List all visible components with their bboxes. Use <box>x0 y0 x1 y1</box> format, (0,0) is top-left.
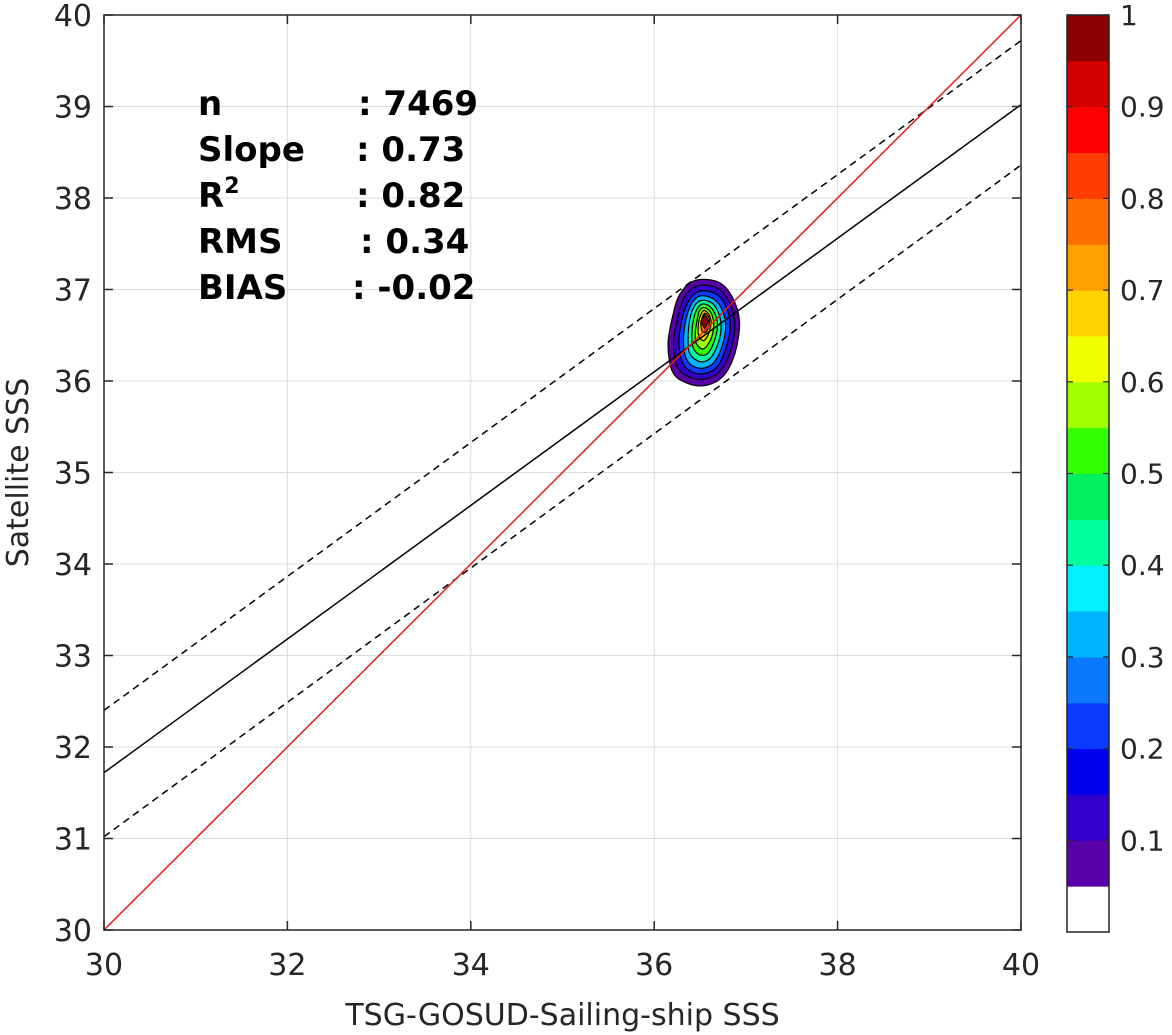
y-tick-label: 40 <box>54 0 92 34</box>
colorbar-segment <box>1067 244 1109 291</box>
colorbar-tick-label: 0.9 <box>1120 91 1165 124</box>
y-tick-label: 33 <box>54 640 92 675</box>
stat-label: BIAS <box>198 268 287 308</box>
y-tick-label: 30 <box>54 914 92 949</box>
stats-annotation: n : 7469 Slope : 0.73 R2 : 0.82 RMS : 0.34 BIAS:… <box>198 84 478 308</box>
colorbar-segment <box>1067 198 1109 245</box>
x-axis-label: TSG-GOSUD-Sailing-ship SSS <box>344 998 779 1033</box>
colorbar: 0.1 0.2 0.3 0.4 0.5 0.6 0.7 0.8 0.9 1 <box>1066 0 1165 933</box>
colorbar-segment <box>1067 565 1109 612</box>
colorbar-segment <box>1067 611 1109 658</box>
colorbar-tick-label: 1 <box>1120 0 1138 32</box>
colorbar-segment <box>1067 152 1109 199</box>
stat-value: : 7469 <box>358 84 478 124</box>
y-tick-label: 39 <box>54 91 92 126</box>
x-tick-label: 34 <box>452 948 490 983</box>
stat-label: R2 <box>198 174 240 216</box>
colorbar-tick-label: 0.7 <box>1120 274 1165 307</box>
colorbar-segment <box>1067 840 1109 887</box>
colorbar-tick-label: 0.1 <box>1120 824 1165 857</box>
colorbar-segment <box>1067 60 1109 108</box>
regression-line <box>103 104 1022 774</box>
colorbar-segment <box>1067 290 1109 337</box>
stat-label: n <box>198 84 222 124</box>
colorbar-segment <box>1067 519 1109 566</box>
x-tick-label: 36 <box>635 948 673 983</box>
colorbar-tick-label: 0.6 <box>1120 366 1165 399</box>
colorbar-segment <box>1067 656 1109 704</box>
y-tick-label: 36 <box>54 365 92 400</box>
y-tick-label: 32 <box>54 731 92 766</box>
stat-label: RMS <box>198 222 283 262</box>
colorbar-tick-label: 0.3 <box>1120 641 1165 674</box>
regression-lines <box>103 14 1022 931</box>
colorbar-tick-label: 0.8 <box>1120 182 1165 215</box>
y-axis-label: Satellite SSS <box>1 378 36 568</box>
x-tick-label: 38 <box>819 948 857 983</box>
regression-lower-line <box>103 164 1022 838</box>
y-tick-label: 37 <box>54 274 92 309</box>
stat-value: : 0.73 <box>356 130 465 170</box>
colorbar-segment <box>1067 335 1109 383</box>
stat-value: : 0.34 <box>360 222 469 262</box>
x-tick-label: 40 <box>1002 948 1040 983</box>
colorbar-tick-label: 0.2 <box>1120 733 1165 766</box>
colorbar-segment <box>1067 15 1109 62</box>
axis-ticks: 30 32 34 36 38 40 30 31 32 33 34 35 36 37 38 39 40 <box>54 0 1040 983</box>
colorbar-segment <box>1067 381 1109 429</box>
stat-superscript: 2 <box>224 174 239 199</box>
y-tick-label: 38 <box>54 182 92 217</box>
y-tick-label: 31 <box>54 823 92 858</box>
x-tick-label: 30 <box>85 948 123 983</box>
colorbar-segment <box>1067 886 1109 933</box>
colorbar-segment <box>1067 427 1109 474</box>
stat-label: Slope <box>198 130 305 170</box>
y-tick-label: 35 <box>54 457 92 492</box>
regression-upper-line <box>103 40 1022 712</box>
stat-value: : 0.82 <box>356 176 465 216</box>
x-tick-label: 32 <box>268 948 306 983</box>
identity-line <box>103 14 1022 931</box>
colorbar-tick-label: 0.4 <box>1120 549 1165 582</box>
stat-value: : -0.02 <box>352 268 475 308</box>
colorbar-segment <box>1067 473 1109 520</box>
colorbar-segment <box>1067 106 1109 154</box>
colorbar-segment <box>1067 794 1109 841</box>
colorbar-tick-label: 0.5 <box>1120 458 1165 491</box>
colorbar-segment <box>1067 748 1109 795</box>
density-peak <box>700 313 710 330</box>
colorbar-segment <box>1067 702 1109 750</box>
y-tick-label: 34 <box>54 548 92 583</box>
